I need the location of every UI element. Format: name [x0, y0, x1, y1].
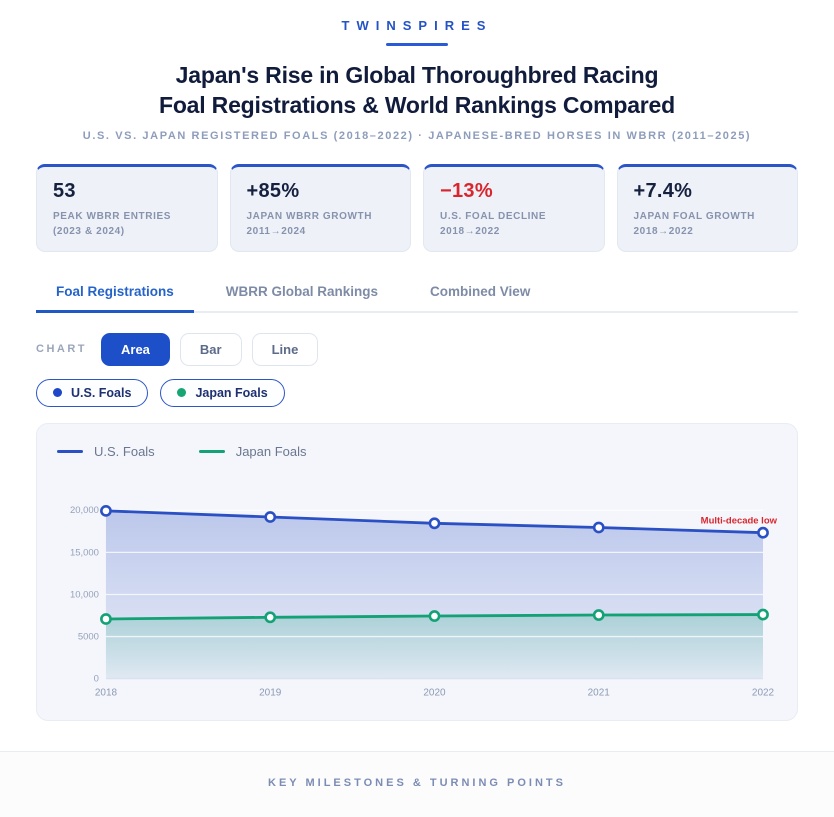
- stat-card-japan-wbrr-growth: +85% JAPAN WBRR GROWTH 2011→2024: [229, 163, 411, 252]
- footer-divider: [0, 751, 834, 753]
- tab-foal-registrations[interactable]: Foal Registrations: [36, 276, 194, 313]
- chart-type-controls: CHART Area Bar Line: [36, 332, 798, 366]
- svg-text:2021: 2021: [588, 687, 611, 698]
- header: TWINSPIRES Japan's Rise in Global Thorou…: [0, 0, 834, 142]
- page-title: Japan's Rise in Global Thoroughbred Raci…: [0, 61, 834, 121]
- series-toggle-row: U.S. Foals Japan Foals: [36, 378, 798, 407]
- chart-type-area-button[interactable]: Area: [101, 332, 170, 366]
- tab-wbrr-global-rankings[interactable]: WBRR Global Rankings: [225, 283, 379, 299]
- stat-label: U.S. FOAL DECLINE 2018→2022: [440, 210, 547, 237]
- svg-text:2020: 2020: [423, 687, 446, 698]
- legend-label: U.S. Foals: [94, 443, 155, 459]
- stats-row: 53 PEAK WBRR ENTRIES (2023 & 2024) +85% …: [0, 163, 834, 252]
- series-dot-icon: [177, 388, 187, 398]
- chart-type-button-group: Area Bar Line: [101, 332, 319, 366]
- stat-card-japan-foal-growth: +7.4% JAPAN FOAL GROWTH 2018→2022: [616, 163, 798, 252]
- chart-type-label: CHART: [36, 343, 87, 356]
- chart-type-line-button[interactable]: Line: [251, 332, 319, 366]
- stat-label: JAPAN FOAL GROWTH 2018→2022: [633, 210, 755, 237]
- page-title-line1: Japan's Rise in Global Thoroughbred Raci…: [175, 62, 659, 88]
- legend-label: Japan Foals: [235, 443, 307, 459]
- svg-text:20,000: 20,000: [70, 505, 99, 516]
- series-toggle-label: U.S. Foals: [71, 385, 132, 400]
- stat-value: 53: [53, 179, 76, 202]
- legend-line-swatch-icon: [198, 449, 225, 454]
- svg-text:10,000: 10,000: [70, 589, 99, 600]
- stat-card-peak-wbrr: 53 PEAK WBRR ENTRIES (2023 & 2024): [36, 163, 218, 252]
- series-toggle-us-foals[interactable]: U.S. Foals: [36, 378, 149, 407]
- stat-label: PEAK WBRR ENTRIES (2023 & 2024): [53, 210, 171, 237]
- stat-label: JAPAN WBRR GROWTH 2011→2024: [246, 210, 373, 237]
- footer-section-title: KEY MILESTONES & TURNING POINTS: [0, 752, 834, 817]
- chart-legend: U.S. Foals Japan Foals: [55, 444, 779, 459]
- series-toggle-japan-foals[interactable]: Japan Foals: [160, 378, 285, 407]
- tab-bar: Foal Registrations WBRR Global Rankings …: [36, 276, 798, 313]
- brand-logo: TWINSPIRES: [341, 18, 493, 33]
- area-chart: 0 5000 10,000 15,000 20,000 2018 2019 2020 2021 2…: [55, 469, 779, 707]
- series-toggle-label: Japan Foals: [195, 385, 268, 400]
- page-subtitle: U.S. VS. JAPAN REGISTERED FOALS (2018–20…: [82, 129, 752, 142]
- tab-combined-view[interactable]: Combined View: [430, 283, 531, 299]
- stat-value: +7.4%: [633, 179, 693, 202]
- svg-text:15,000: 15,000: [70, 547, 99, 558]
- svg-text:Multi-decade low: Multi-decade low: [701, 515, 778, 526]
- legend-item-us-foals: U.S. Foals: [57, 444, 155, 459]
- svg-text:2018: 2018: [95, 687, 118, 698]
- svg-text:0: 0: [94, 673, 99, 684]
- chart-type-bar-button[interactable]: Bar: [179, 332, 242, 366]
- legend-item-japan-foals: Japan Foals: [198, 443, 307, 459]
- stat-value: +85%: [246, 179, 300, 202]
- svg-text:5000: 5000: [78, 631, 99, 642]
- svg-text:2019: 2019: [259, 687, 282, 698]
- chart-panel: U.S. Foals Japan Foals 0 5000 10,000 15,000…: [36, 422, 798, 722]
- legend-line-swatch-icon: [57, 449, 83, 454]
- stat-value: −13%: [440, 179, 493, 202]
- stat-card-us-foal-decline: −13% U.S. FOAL DECLINE 2018→2022: [423, 163, 605, 252]
- page-title-line2: Foal Registrations & World Rankings Comp…: [158, 91, 675, 118]
- svg-text:2022: 2022: [752, 687, 775, 698]
- brand-underline: [386, 43, 448, 46]
- series-dot-icon: [53, 388, 62, 398]
